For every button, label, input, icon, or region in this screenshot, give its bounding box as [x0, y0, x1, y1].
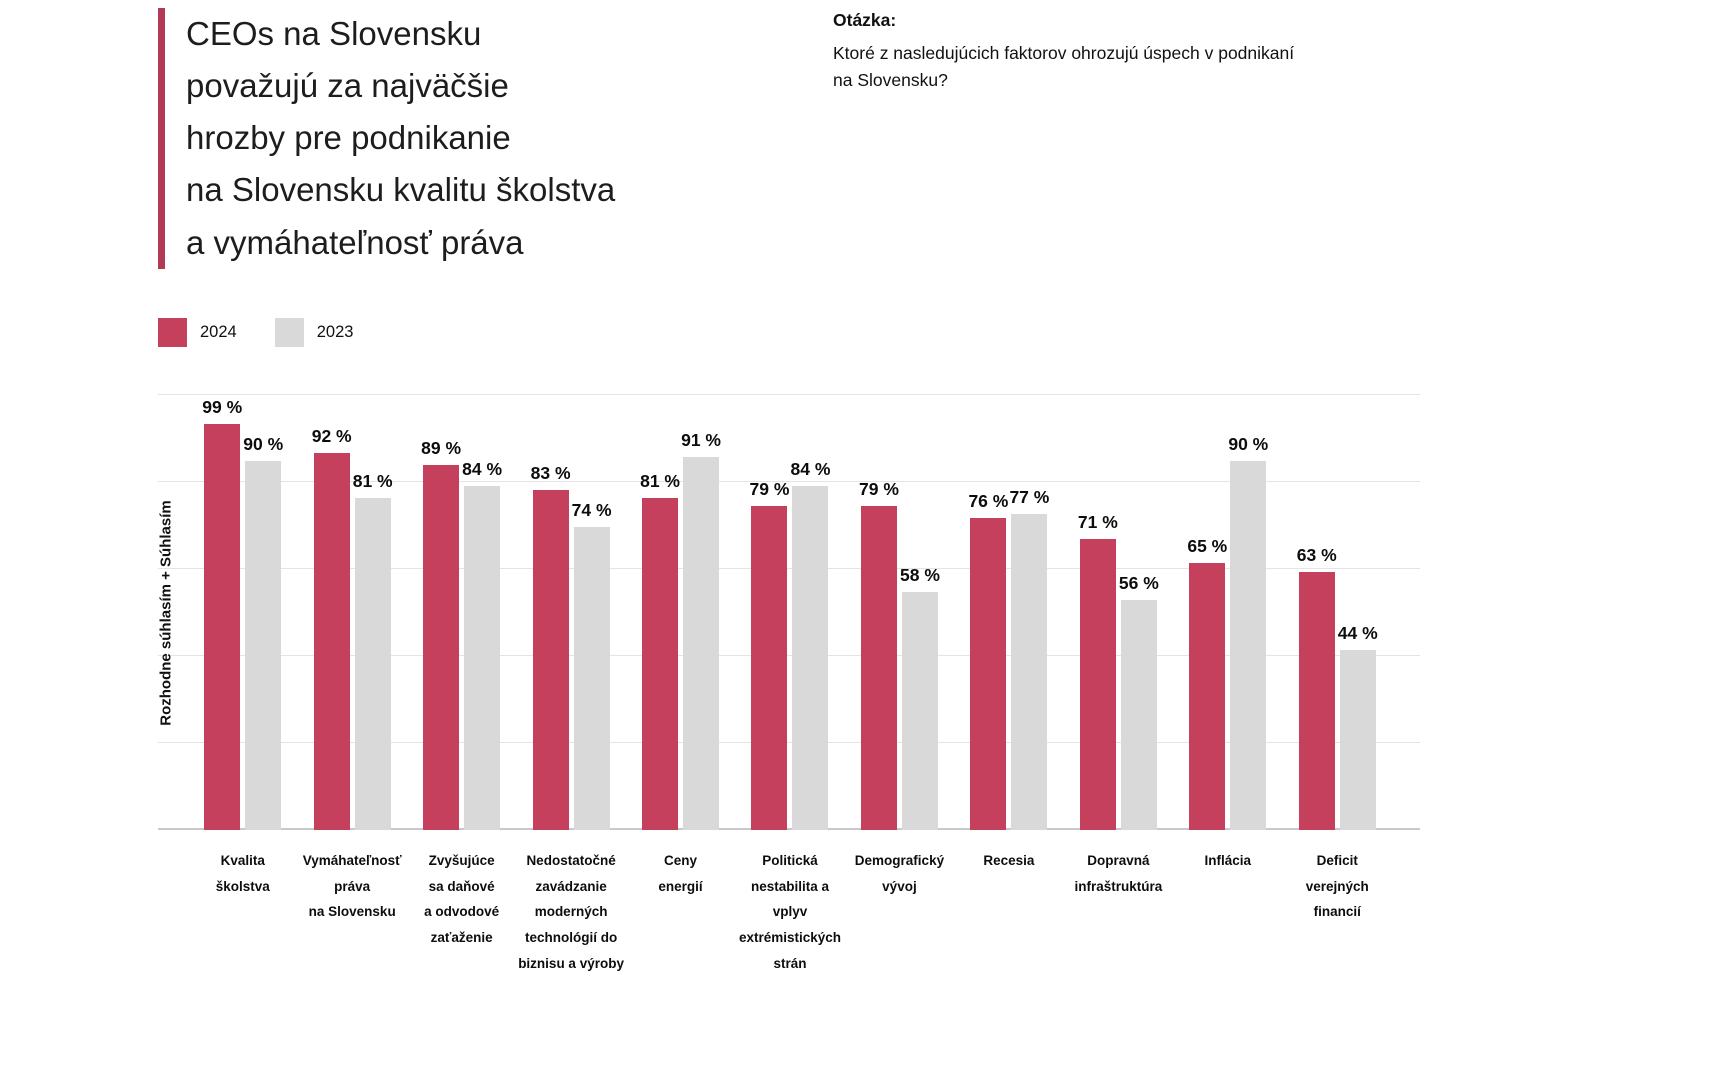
bar-2024: 81 % [640, 471, 680, 830]
bar-value-label: 65 % [1187, 536, 1228, 556]
bar-group: 83 % 74 % [516, 463, 625, 830]
x-axis-label: Inflácia [1204, 853, 1252, 868]
bar-value-label: 84 % [462, 459, 503, 479]
x-axis-line [158, 828, 1420, 830]
legend: 2024 2023 [158, 318, 353, 347]
legend-label-2023: 2023 [316, 323, 354, 341]
x-axis-label: Nedostatočné zavádzanie moderných techno… [518, 853, 624, 971]
bar-value-label: 58 % [899, 565, 940, 585]
bar-value-label: 92 % [311, 426, 352, 446]
bar-group: 76 % 77 % [954, 487, 1063, 830]
bar-value-label: 63 % [1296, 545, 1337, 565]
bar-value-label: 76 % [968, 491, 1009, 511]
gridline [158, 568, 1420, 569]
bar-group: 79 % 84 % [735, 459, 844, 830]
bar-2024: 92 % [312, 426, 352, 830]
bar-2023: 90 % [1228, 434, 1268, 830]
bar-value-label: 71 % [1077, 512, 1118, 532]
bar-group: 79 % 58 % [845, 479, 954, 830]
bar-group: 63 % 44 % [1283, 545, 1392, 830]
question-text: Ktoré z nasledujúcich faktorov ohrozujú … [833, 43, 1295, 91]
plot-area: Rozhodne súhlasím + Súhlasím 99 % 90 % 92 … [157, 394, 1420, 830]
bar-value-label: 99 % [202, 397, 243, 417]
x-axis-label: Recesia [983, 853, 1035, 868]
bar-group: 99 % 90 % [188, 397, 297, 830]
bar-group: 71 % 56 % [1064, 512, 1173, 830]
bar-2024: 79 % [859, 479, 899, 830]
bar-groups: 99 % 90 % 92 % 81 % 89 % 84 % 83 % 74 % 81 % 91 %… [158, 395, 1420, 830]
bar-value-label: 56 % [1118, 573, 1159, 593]
header: CEOs na Slovensku považujú za najväčšie … [158, 8, 615, 269]
bar-2023: 81 % [353, 471, 393, 830]
bar-value-label: 81 % [352, 471, 393, 491]
x-axis-label: Demografický vývoj [854, 853, 945, 894]
bar-2024: 63 % [1297, 545, 1337, 830]
x-axis-labels: Kvalita školstva Vymáhateľnosť práva na S… [158, 848, 1420, 976]
bar-2024: 71 % [1078, 512, 1118, 830]
bar-value-label: 79 % [749, 479, 790, 499]
question-label: Otázka: [833, 10, 897, 30]
legend-item-2024: 2024 [158, 318, 237, 347]
bar-2023: 91 % [681, 430, 721, 830]
bar-2024: 99 % [202, 397, 242, 830]
x-axis-label: Kvalita školstva [215, 853, 270, 894]
bar-2023: 84 % [791, 459, 830, 830]
x-axis-label: Ceny energií [658, 853, 703, 894]
bar-group: 89 % 84 % [407, 438, 516, 830]
x-axis-label: Politická nestabilita a vplyv extrémisti… [738, 853, 842, 971]
bar-chart: Rozhodne súhlasím + Súhlasím 99 % 90 % 92 … [157, 394, 1420, 976]
bar-2023: 77 % [1009, 487, 1049, 830]
bar-2023: 58 % [900, 565, 940, 830]
bar-value-label: 89 % [421, 438, 462, 458]
bar-value-label: 74 % [571, 500, 612, 520]
y-axis-label: Rozhodne súhlasím + Súhlasím [157, 499, 175, 726]
x-axis-label: Zvyšujúce sa daňové a odvodové zaťaženie [424, 853, 500, 945]
bar-value-label: 83 % [530, 463, 571, 483]
bar-group: 92 % 81 % [297, 426, 406, 830]
bar-2024: 89 % [421, 438, 461, 830]
bar-2024: 83 % [531, 463, 571, 830]
x-axis-label: Vymáhateľnosť práva na Slovensku [302, 853, 402, 920]
bar-2023: 90 % [243, 434, 283, 830]
bar-2023: 44 % [1338, 623, 1378, 830]
bar-2023: 84 % [462, 459, 502, 830]
bar-value-label: 44 % [1337, 623, 1378, 643]
bar-value-label: 79 % [858, 479, 899, 499]
bar-value-label: 81 % [640, 471, 680, 491]
bar-2024: 65 % [1187, 536, 1227, 830]
bar-2023: 56 % [1119, 573, 1159, 830]
legend-item-2023: 2023 [274, 318, 354, 347]
gridline [158, 481, 1420, 482]
bar-2023: 74 % [572, 500, 612, 830]
page-title: CEOs na Slovensku považujú za najväčšie … [186, 15, 616, 261]
gridline [158, 394, 1420, 395]
legend-label-2024: 2024 [200, 323, 237, 341]
bar-2024: 79 % [750, 479, 789, 830]
title-accent-bar [158, 8, 165, 269]
bar-group: 65 % 90 % [1173, 434, 1282, 830]
x-axis-label: Deficit verejných financií [1305, 853, 1369, 920]
question-block: Otázka: Ktoré z nasledujúcich faktorov o… [833, 10, 1443, 94]
bar-value-label: 90 % [243, 434, 284, 454]
legend-swatch-2024 [158, 318, 187, 347]
x-axis-label: Dopravná infraštruktúra [1074, 853, 1163, 894]
bar-value-label: 90 % [1228, 434, 1269, 454]
gridline [158, 655, 1420, 656]
legend-swatch-2023 [274, 318, 304, 347]
bar-2024: 76 % [968, 491, 1008, 830]
gridline [158, 742, 1420, 743]
bar-value-label: 77 % [1009, 487, 1050, 507]
bar-value-label: 84 % [790, 459, 831, 479]
bar-value-label: 91 % [681, 430, 721, 450]
bar-group: 81 % 91 % [626, 430, 735, 830]
